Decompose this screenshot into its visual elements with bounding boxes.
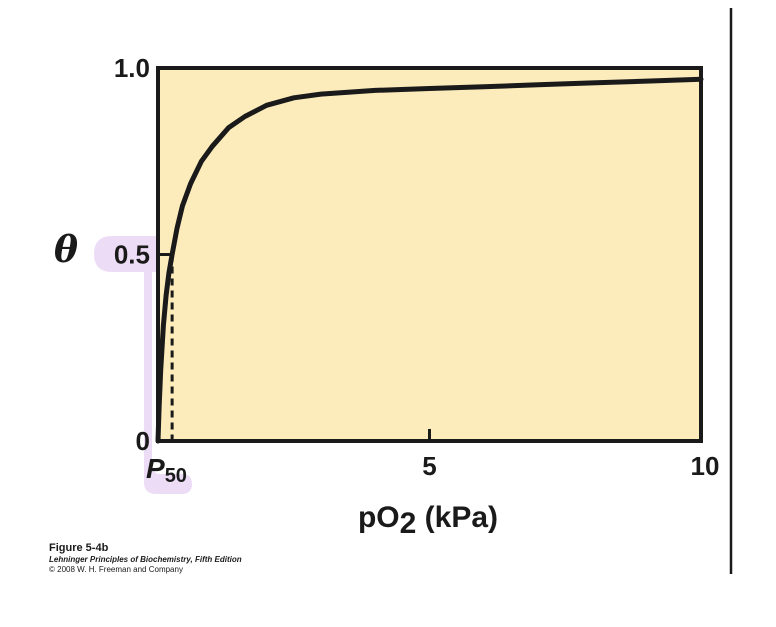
figure-number: Figure 5-4b (49, 542, 109, 554)
book-title: Lehninger Principles of Biochemistry, Fi… (49, 555, 242, 564)
y-tick-label: 0 (136, 426, 150, 456)
x-tick-label: 10 (691, 451, 720, 481)
y-axis-title: θ (54, 229, 78, 271)
x-tick-label: 5 (422, 451, 436, 481)
plot-area (158, 68, 701, 441)
y-tick-label: 1.0 (114, 53, 150, 83)
p50-tick-label: P50 (146, 453, 187, 487)
copyright-line: © 2008 W. H. Freeman and Company (49, 565, 183, 574)
binding-curve (155, 76, 704, 444)
figure-caption: Figure 5-4b Lehninger Principles of Bioc… (49, 542, 349, 580)
x-axis-title: pO2 (kPa) (358, 501, 498, 540)
y-tick-label: 0.5 (114, 240, 150, 270)
p50-highlight (94, 236, 192, 494)
